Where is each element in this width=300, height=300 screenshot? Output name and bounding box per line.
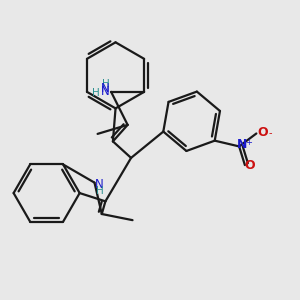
Text: O: O xyxy=(245,159,255,172)
Text: H: H xyxy=(92,88,100,98)
Text: N: N xyxy=(95,178,104,190)
Text: N: N xyxy=(101,82,110,95)
Text: -: - xyxy=(268,128,272,138)
Text: +: + xyxy=(245,139,252,148)
Text: H: H xyxy=(96,186,104,196)
Text: N: N xyxy=(100,85,109,98)
Text: H: H xyxy=(102,79,110,89)
Text: N: N xyxy=(237,139,247,152)
Text: O: O xyxy=(257,126,268,140)
